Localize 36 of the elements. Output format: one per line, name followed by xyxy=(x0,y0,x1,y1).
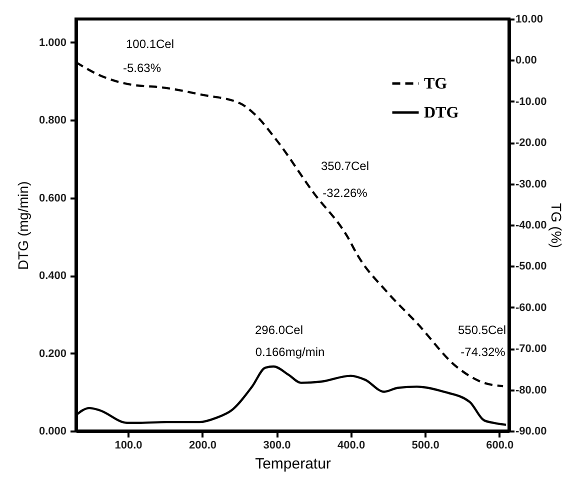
y2-tick-label: 10.00 xyxy=(516,14,544,26)
annotation: -74.32% xyxy=(460,345,506,359)
legend-label: TG xyxy=(424,76,448,92)
y-tick-label: 0.400 xyxy=(38,270,66,282)
x-tick-label: 600.0 xyxy=(486,440,514,452)
y-tick-label: 1.000 xyxy=(38,36,66,49)
x-tick-label: 100.0 xyxy=(114,440,142,452)
annotation: 350.7Cel xyxy=(320,159,370,173)
x-tick-label: 500.0 xyxy=(412,440,440,452)
legend-label: DTG xyxy=(424,104,460,122)
y2-tick-label: -60.00 xyxy=(516,302,547,314)
x-tick-label: 300.0 xyxy=(263,440,291,452)
annotation: 296.0Cel xyxy=(254,323,304,337)
y2-tick-label: -30.00 xyxy=(516,178,547,190)
y2-tick-label: -70.00 xyxy=(516,343,547,356)
annotation: -32.26% xyxy=(322,186,368,200)
y2-tick-label: -10.00 xyxy=(516,96,547,108)
y-tick-label: 0.000 xyxy=(38,426,66,438)
x-tick-label: 400.0 xyxy=(338,440,366,452)
y-tick-label: 0.200 xyxy=(38,348,66,360)
annotation: -5.63% xyxy=(122,61,162,75)
y-axis-title: DTG (mg/min) xyxy=(14,181,31,270)
y-tick-label: 0.600 xyxy=(38,192,66,204)
y2-tick-label: -20.00 xyxy=(516,137,547,150)
annotation: 0.166mg/min xyxy=(255,345,325,359)
y2-tick-label: -40.00 xyxy=(516,220,547,232)
y2-tick-label: 0.00 xyxy=(516,54,537,67)
x-tick-label: 200.0 xyxy=(188,440,217,452)
annotation: 100.1Cel xyxy=(126,37,174,51)
y2-tick-label: -80.00 xyxy=(516,384,547,396)
x-axis-title: Temperatur xyxy=(255,456,331,472)
y-tick-label: 0.800 xyxy=(38,114,66,127)
annotation: 550.5Cel xyxy=(458,323,506,337)
y2-tick-label: -90.00 xyxy=(516,426,547,438)
y2-axis-title: TG (%) xyxy=(548,202,565,248)
y2-tick-label: -50.00 xyxy=(516,260,547,273)
